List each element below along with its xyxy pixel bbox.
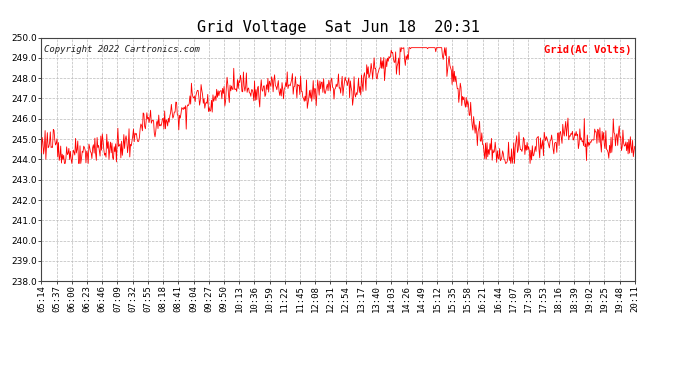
Title: Grid Voltage  Sat Jun 18  20:31: Grid Voltage Sat Jun 18 20:31 [197, 20, 480, 35]
Text: Copyright 2022 Cartronics.com: Copyright 2022 Cartronics.com [44, 45, 200, 54]
Text: Grid(AC Volts): Grid(AC Volts) [544, 45, 632, 55]
